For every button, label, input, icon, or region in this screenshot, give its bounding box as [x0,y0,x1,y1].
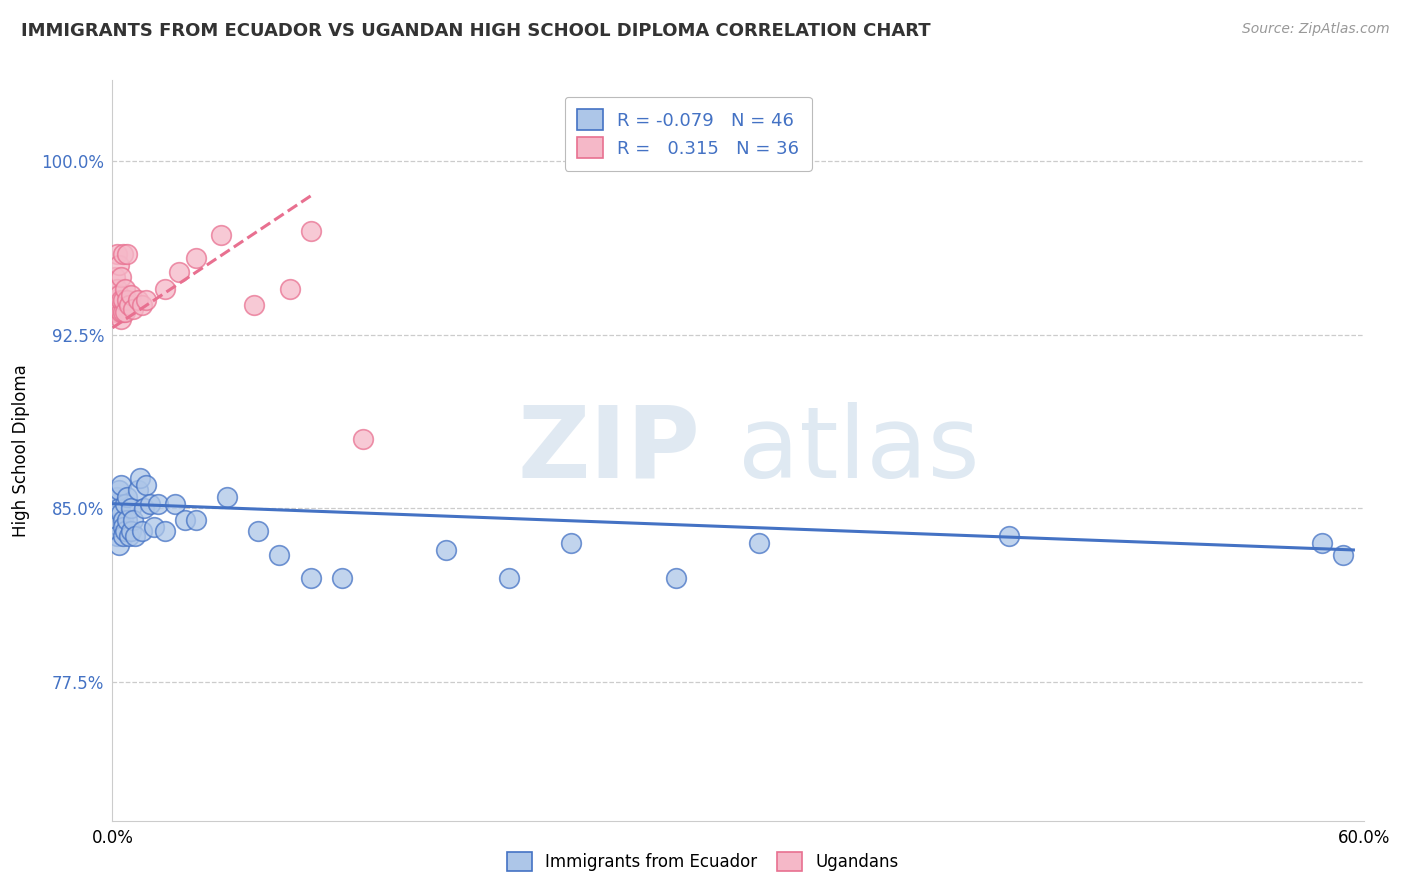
Point [330,571,353,585]
Point [107,538,129,552]
Point [114,497,136,511]
Point [665,571,688,585]
Point [114,304,136,318]
Point [299,224,322,238]
Point [434,543,457,558]
Point [107,483,129,497]
Point [105,281,128,295]
Point [131,524,153,539]
Point [114,281,136,295]
Point [122,513,145,527]
Point [107,501,129,516]
Point [105,490,128,504]
Point [247,524,270,539]
Text: IMMIGRANTS FROM ECUADOR VS UGANDAN HIGH SCHOOL DIPLOMA CORRELATION CHART: IMMIGRANTS FROM ECUADOR VS UGANDAN HIGH … [21,22,931,40]
Point [748,536,770,550]
Point [120,501,142,516]
Point [111,247,134,261]
Point [153,524,176,539]
Point [269,548,291,562]
Point [103,269,125,284]
Point [105,293,128,307]
Point [111,520,134,534]
Point [110,311,132,326]
Point [120,524,142,539]
Point [278,281,301,295]
Point [103,517,125,532]
Point [110,478,132,492]
Point [111,529,134,543]
Point [299,571,322,585]
Point [118,298,141,312]
Point [498,571,520,585]
Point [103,293,125,307]
Point [103,497,125,511]
Point [135,478,157,492]
Point [127,483,149,497]
Point [174,513,197,527]
Point [352,432,374,446]
Point [110,293,132,307]
Point [163,497,186,511]
Point [107,298,129,312]
Point [103,304,125,318]
Point [143,520,166,534]
Y-axis label: High School Diploma: High School Diploma [13,364,30,537]
Point [114,524,136,539]
Point [105,529,128,543]
Point [148,497,170,511]
Point [110,506,132,520]
Point [107,258,129,272]
Point [111,293,134,307]
Point [105,247,128,261]
Point [560,536,582,550]
Point [115,490,138,504]
Point [115,247,138,261]
Point [118,529,141,543]
Point [167,265,190,279]
Point [115,293,138,307]
Point [1331,548,1354,562]
Point [128,471,150,485]
Point [110,304,132,318]
Point [184,513,207,527]
Point [998,529,1021,543]
Text: ZIP: ZIP [517,402,700,499]
Point [184,252,207,266]
Point [209,228,232,243]
Point [107,304,129,318]
Point [107,288,129,302]
Point [120,288,142,302]
Point [105,302,128,317]
Point [122,302,145,317]
Point [217,490,239,504]
Point [132,501,155,516]
Text: atlas: atlas [738,402,980,499]
Point [111,304,134,318]
Legend: Immigrants from Ecuador, Ugandans: Immigrants from Ecuador, Ugandans [499,843,907,880]
Point [131,298,153,312]
Point [135,293,157,307]
Point [111,513,134,527]
Point [243,298,266,312]
Point [127,293,149,307]
Point [110,269,132,284]
Text: Source: ZipAtlas.com: Source: ZipAtlas.com [1241,22,1389,37]
Point [124,529,146,543]
Point [115,513,138,527]
Point [1310,536,1333,550]
Point [139,497,162,511]
Legend: R = -0.079   N = 46, R =   0.315   N = 36: R = -0.079 N = 46, R = 0.315 N = 36 [565,96,811,171]
Point [153,281,176,295]
